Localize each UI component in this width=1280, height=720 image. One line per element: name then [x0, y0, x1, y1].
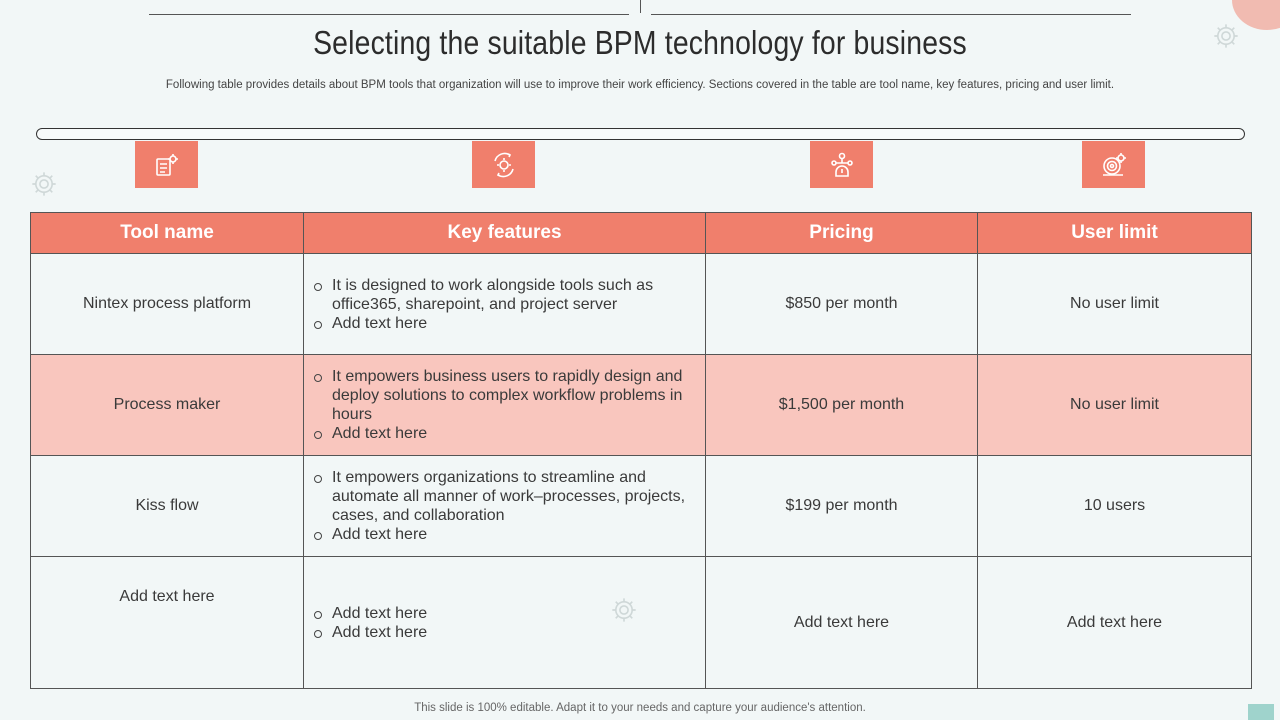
- tool-name-cell: Nintex process platform: [30, 253, 304, 355]
- page-title: Selecting the suitable BPM technology fo…: [313, 24, 967, 61]
- user-limit-icon-box: [1082, 141, 1145, 188]
- top-divider-tick: [640, 0, 641, 13]
- gear-icon: [1214, 24, 1238, 48]
- table-row: Nintex process platform It is designed t…: [30, 253, 1252, 355]
- header-pricing: Pricing: [705, 212, 978, 254]
- header-user-limit: User limit: [977, 212, 1252, 254]
- tool-name-cell: Process maker: [30, 354, 304, 456]
- feature-item: It empowers organizations to streamline …: [314, 468, 687, 525]
- table-header-row: Tool name Key features Pricing User limi…: [30, 212, 1252, 254]
- corner-accent: [1248, 704, 1274, 720]
- key-features-cell: Add text here Add text here: [303, 556, 706, 689]
- bpm-tools-table: Tool name Key features Pricing User limi…: [30, 212, 1252, 689]
- feature-item: Add text here: [314, 604, 687, 623]
- top-divider-right: [651, 14, 1131, 15]
- pricing-icon-box: [810, 141, 873, 188]
- gear-icon: [612, 598, 636, 622]
- pricing-cell: $1,500 per month: [705, 354, 978, 456]
- feature-item: Add text here: [314, 525, 687, 544]
- pricing-cell: $850 per month: [705, 253, 978, 355]
- gear-icon: [32, 172, 56, 196]
- feature-item: It is designed to work alongside tools s…: [314, 276, 687, 314]
- table-row: Add text here Add text here Add text her…: [30, 556, 1252, 689]
- document-gear-icon: [155, 153, 178, 176]
- user-limit-cell: Add text here: [977, 556, 1252, 689]
- key-features-cell: It empowers business users to rapidly de…: [303, 354, 706, 456]
- tool-name-cell: Kiss flow: [30, 455, 304, 557]
- feature-item: It empowers business users to rapidly de…: [314, 367, 687, 424]
- feature-item: Add text here: [314, 314, 687, 333]
- target-gear-icon: [1102, 152, 1126, 176]
- pricing-cell: $199 per month: [705, 455, 978, 557]
- pricing-cell: Add text here: [705, 556, 978, 689]
- key-features-cell: It empowers organizations to streamline …: [303, 455, 706, 557]
- feature-item: Add text here: [314, 424, 687, 443]
- key-features-icon-box: [472, 141, 535, 188]
- key-features-cell: It is designed to work alongside tools s…: [303, 253, 706, 355]
- tool-name-icon-box: [135, 141, 198, 188]
- header-key-features: Key features: [303, 212, 706, 254]
- footer-note: This slide is 100% editable. Adapt it to…: [414, 702, 866, 714]
- tool-name-cell: Add text here: [30, 556, 304, 689]
- network-hierarchy-icon: [830, 152, 853, 177]
- user-limit-cell: 10 users: [977, 455, 1252, 557]
- table-row: Kiss flow It empowers organizations to s…: [30, 455, 1252, 557]
- user-limit-cell: No user limit: [977, 253, 1252, 355]
- header-tool-name: Tool name: [30, 212, 304, 254]
- page-subtitle: Following table provides details about B…: [165, 79, 1115, 91]
- top-divider-left: [149, 14, 629, 15]
- cycle-gear-icon: [493, 152, 514, 177]
- feature-item: Add text here: [314, 623, 687, 642]
- table-row: Process maker It empowers business users…: [30, 354, 1252, 456]
- user-limit-cell: No user limit: [977, 354, 1252, 456]
- timeline-bar: [36, 128, 1245, 140]
